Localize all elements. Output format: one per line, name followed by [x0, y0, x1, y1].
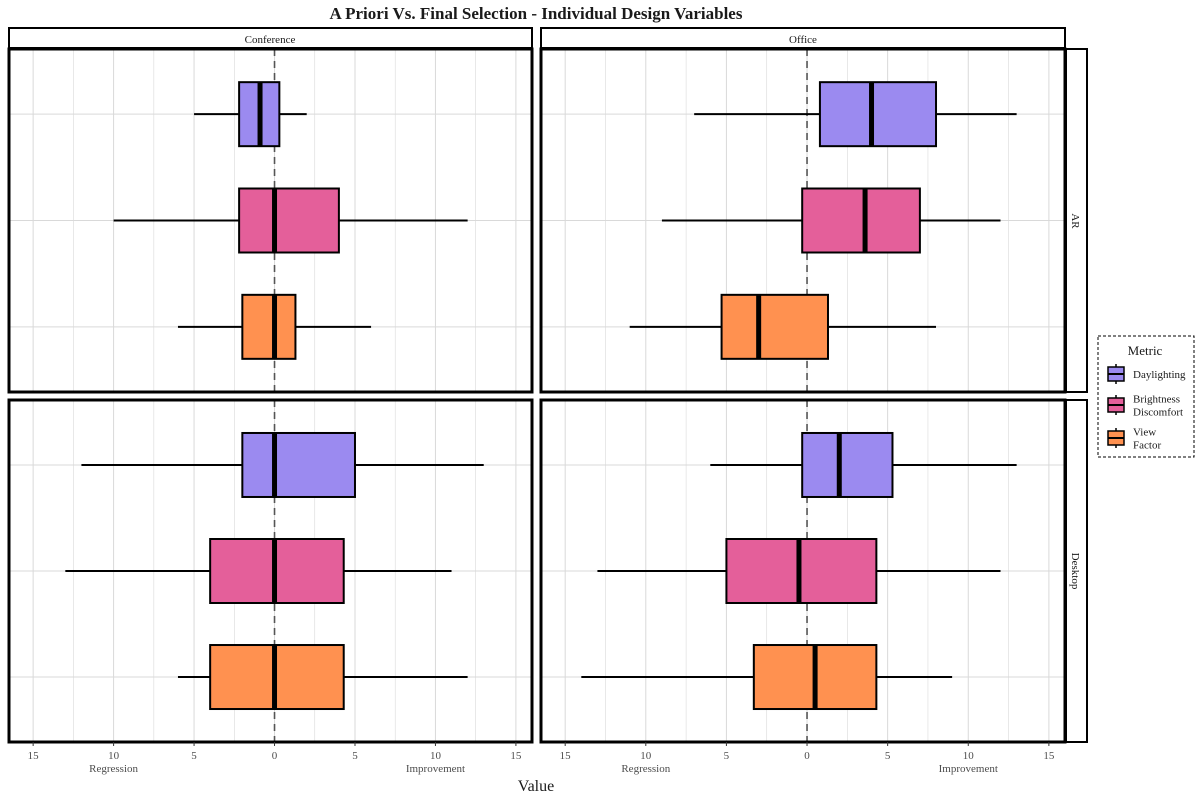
strip-label-office: Office: [789, 34, 817, 46]
legend-label: Discomfort: [1133, 407, 1183, 419]
box-view-factor: [629, 293, 937, 360]
box-brightness-discomfort: [113, 187, 468, 254]
axis-note-regression: Regression: [89, 763, 138, 775]
strip-label-ar: AR: [1069, 213, 1081, 229]
box-iqr: [801, 431, 894, 498]
box-iqr: [720, 293, 829, 360]
axis-note-improvement: Improvement: [406, 763, 465, 775]
box-brightness-discomfort: [597, 538, 1001, 604]
box-daylighting: [694, 81, 1017, 148]
x-tick-label: 15: [510, 750, 522, 762]
x-axis-office: 15 10 5 0 5 10 15 Regression Improvement: [560, 742, 1055, 775]
row-strip-desktop: Desktop: [1065, 399, 1088, 743]
axis-note-regression: Regression: [621, 763, 670, 775]
panel-office-ar: [539, 47, 1067, 394]
box-daylighting: [710, 431, 1017, 498]
x-axis-title: Value: [518, 778, 554, 795]
legend-label: View: [1133, 427, 1156, 439]
column-strip-conference: Conference: [8, 27, 533, 49]
box-daylighting: [194, 81, 307, 148]
legend-item-daylighting: Daylighting: [1107, 364, 1186, 384]
x-tick-label: 5: [885, 750, 891, 762]
x-tick-label: 10: [640, 750, 652, 762]
row-strip-ar: AR: [1065, 48, 1088, 393]
x-tick-label: 10: [963, 750, 975, 762]
column-strip-office: Office: [540, 27, 1066, 49]
panel-conference-desktop: [7, 398, 534, 744]
x-tick-label: 5: [352, 750, 358, 762]
box-brightness-discomfort: [65, 538, 452, 604]
box-brightness-discomfort: [661, 187, 1001, 254]
axis-note-improvement: Improvement: [939, 763, 998, 775]
box-iqr: [241, 293, 297, 360]
x-tick-label: 5: [724, 750, 730, 762]
panel-conference-ar: [7, 47, 534, 394]
box-view-factor: [581, 644, 953, 711]
x-tick-label: 15: [1043, 750, 1055, 762]
box-view-factor: [177, 293, 372, 360]
box-iqr: [818, 81, 938, 148]
legend-title: Metric: [1128, 343, 1163, 358]
panel-border: [7, 47, 534, 394]
x-tick-label: 10: [430, 750, 442, 762]
panel-border: [539, 47, 1067, 394]
box-iqr: [238, 187, 340, 254]
x-tick-label: 0: [804, 750, 810, 762]
x-tick-label: 0: [272, 750, 278, 762]
x-axis-conference: 15 10 5 0 5 10 15 Regression Improvement: [28, 742, 522, 775]
x-tick-label: 10: [108, 750, 120, 762]
box-iqr: [801, 187, 921, 254]
chart-title: A Priori Vs. Final Selection - Individua…: [330, 4, 743, 23]
box-iqr: [241, 431, 356, 498]
x-tick-label: 5: [191, 750, 197, 762]
panel-border: [539, 398, 1067, 744]
strip-label-conference: Conference: [245, 34, 296, 46]
legend-label: Daylighting: [1133, 369, 1186, 381]
x-tick-label: 15: [560, 750, 572, 762]
box-daylighting: [81, 431, 484, 498]
box-view-factor: [177, 644, 468, 711]
legend-label: Brightness: [1133, 394, 1180, 406]
x-tick-label: 15: [28, 750, 40, 762]
strip-label-desktop: Desktop: [1069, 553, 1081, 590]
panel-border: [7, 398, 534, 744]
legend-label: Factor: [1133, 440, 1161, 452]
panel-office-desktop: [539, 398, 1067, 744]
